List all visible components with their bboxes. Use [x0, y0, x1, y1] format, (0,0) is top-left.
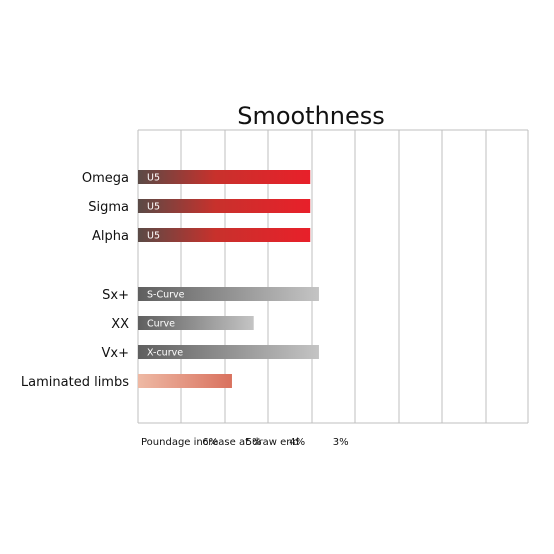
- category-label: Sx+: [102, 288, 129, 303]
- category-label: Alpha: [92, 229, 129, 244]
- bar-xx: [138, 316, 254, 330]
- bar-label: U5: [147, 202, 160, 213]
- bar-label: U5: [147, 173, 160, 184]
- x-axis-title: Poundage increase at draw end: [141, 437, 299, 448]
- category-labels: Omega Sigma Alpha Sx+ XX Vx+ Laminated limbs: [21, 171, 129, 390]
- x-tick-label: 4%: [289, 437, 305, 448]
- bars: U5 U5 U5 S-Curve Curve X-curve: [138, 170, 319, 388]
- bar-omega: [138, 170, 311, 184]
- category-label: Vx+: [102, 346, 129, 361]
- bar-label: U5: [147, 231, 160, 242]
- category-label: XX: [111, 317, 129, 332]
- x-tick-label: 3%: [333, 437, 349, 448]
- chart-title: Smoothness: [237, 102, 385, 130]
- bar-vx-: [138, 345, 319, 359]
- bar-laminated-limbs: [138, 374, 232, 388]
- x-tick-label: 5%: [246, 437, 262, 448]
- category-label: Omega: [82, 171, 129, 186]
- bar-sigma: [138, 199, 311, 213]
- bar-alpha: [138, 228, 311, 242]
- bar-sx-: [138, 287, 319, 301]
- x-tick-label: 6%: [202, 437, 218, 448]
- x-tick-labels: 6% 5% 4% 3%: [202, 437, 348, 448]
- bar-label: X-curve: [147, 348, 183, 359]
- category-label: Laminated limbs: [21, 375, 129, 390]
- bar-label: S-Curve: [147, 290, 185, 301]
- category-label: Sigma: [88, 200, 129, 215]
- bar-label: Curve: [147, 319, 175, 330]
